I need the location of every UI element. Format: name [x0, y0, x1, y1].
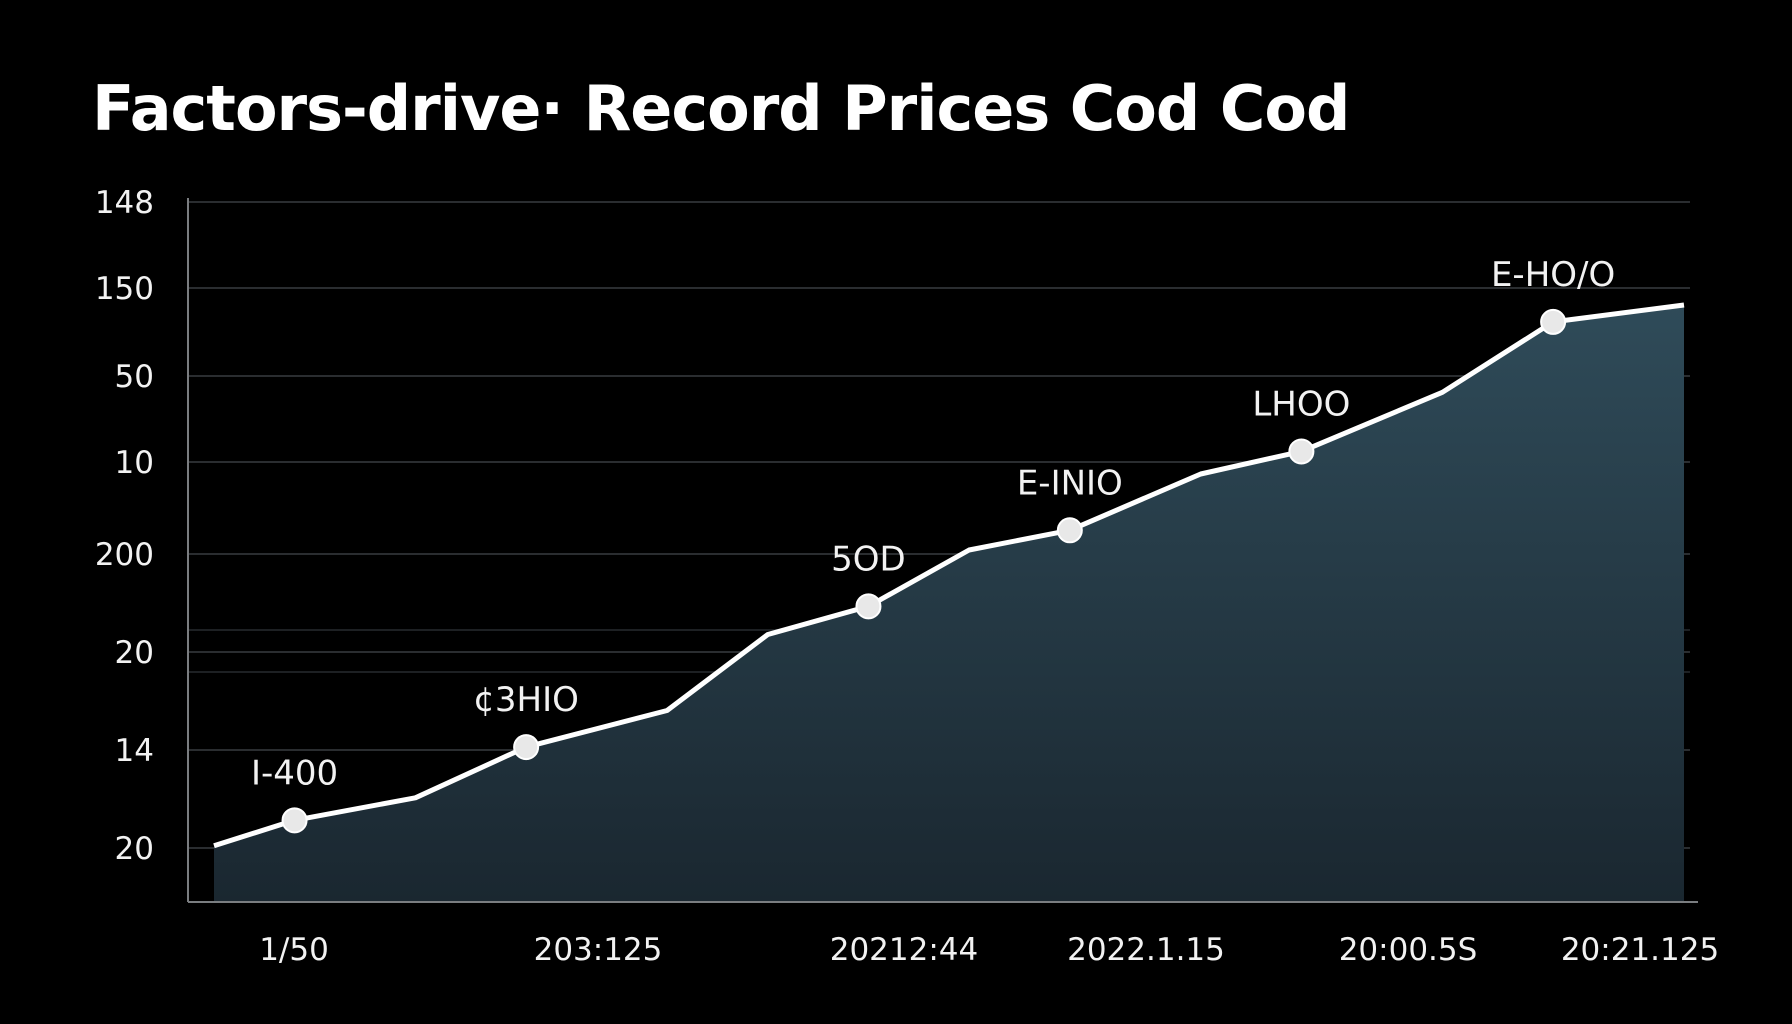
x-axis-ticks: 1/50 203:125 20212:44 2022.1.15 20:00.5S 20:2…: [259, 932, 1719, 968]
y-tick-label: 200: [95, 537, 154, 573]
data-point: [1056, 517, 1083, 544]
data-point: [1540, 308, 1567, 335]
data-label: LHOO: [1252, 384, 1350, 424]
x-tick-label: 203:125: [534, 932, 663, 968]
x-tick-label: 20:21.125: [1561, 932, 1719, 968]
x-tick-label: 20:00.5S: [1339, 932, 1478, 968]
y-tick-label: 148: [95, 185, 154, 221]
data-label: I-400: [251, 753, 338, 793]
data-point: [513, 734, 540, 761]
x-tick-label: 20212:44: [830, 932, 979, 968]
y-tick-label: 14: [115, 733, 154, 769]
data-label: E-INIO: [1017, 463, 1123, 503]
data-label: ¢3HIO: [473, 680, 579, 720]
x-tick-label: 2022.1.15: [1067, 932, 1225, 968]
data-point: [855, 593, 882, 620]
y-tick-label: 20: [115, 635, 154, 671]
chart-title: Factors-drive· Record Prices Cod Cod: [92, 72, 1350, 145]
y-tick-label: 150: [95, 271, 154, 307]
data-label: 5OD: [831, 539, 906, 579]
data-point: [281, 807, 308, 834]
y-axis-ticks: 148 150 50 10 200 20 14 20: [95, 185, 154, 867]
x-tick-label: 1/50: [259, 932, 329, 968]
area-layer: [213, 302, 1685, 902]
axis-layer: [187, 198, 1698, 903]
data-point: [1288, 438, 1315, 465]
points-layer: I-400 ¢3HIO 5OD E-INIO LHOO E-HO/O: [251, 255, 1615, 834]
data-label: E-HO/O: [1491, 255, 1615, 295]
series-line: [213, 302, 1685, 849]
y-tick-label: 50: [115, 359, 154, 395]
area-fill: [214, 305, 1684, 902]
y-tick-label: 10: [115, 445, 154, 481]
y-tick-label: 20: [115, 831, 154, 867]
